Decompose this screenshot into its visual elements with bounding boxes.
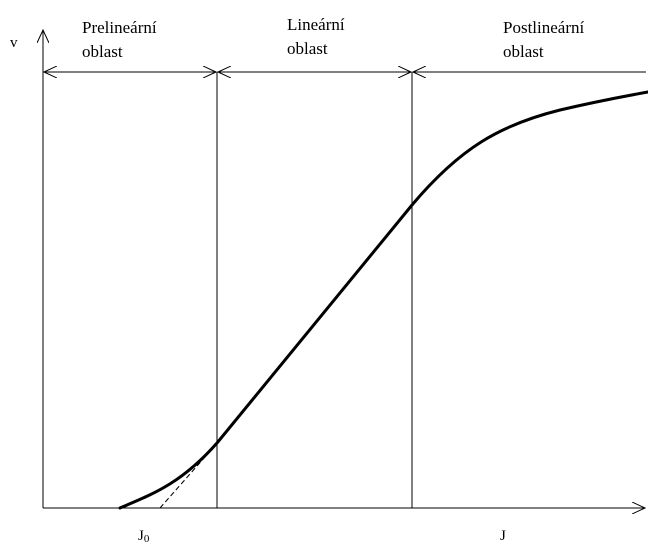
region-label-linear-line2: oblast: [287, 39, 328, 58]
region-label-linear-line1: Lineární: [287, 15, 345, 34]
region-label-postlinear-line1: Postlineární: [503, 18, 584, 37]
x0-label-sub: 0: [144, 533, 150, 545]
region-label-prelinear-line2: oblast: [82, 42, 123, 61]
x0-label-main: J: [138, 528, 144, 544]
y-axis-label: v: [10, 35, 18, 51]
response-curve: [118, 90, 648, 510]
x0-label: J0: [138, 528, 150, 545]
region-label-prelinear-line1: Prelineární: [82, 18, 157, 37]
x-axis-label: J: [500, 528, 506, 544]
region-label-postlinear-line2: oblast: [503, 42, 544, 61]
